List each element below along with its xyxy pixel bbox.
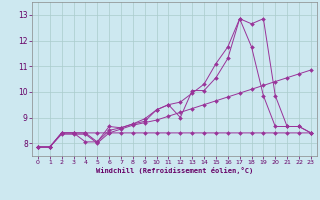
X-axis label: Windchill (Refroidissement éolien,°C): Windchill (Refroidissement éolien,°C) xyxy=(96,167,253,174)
